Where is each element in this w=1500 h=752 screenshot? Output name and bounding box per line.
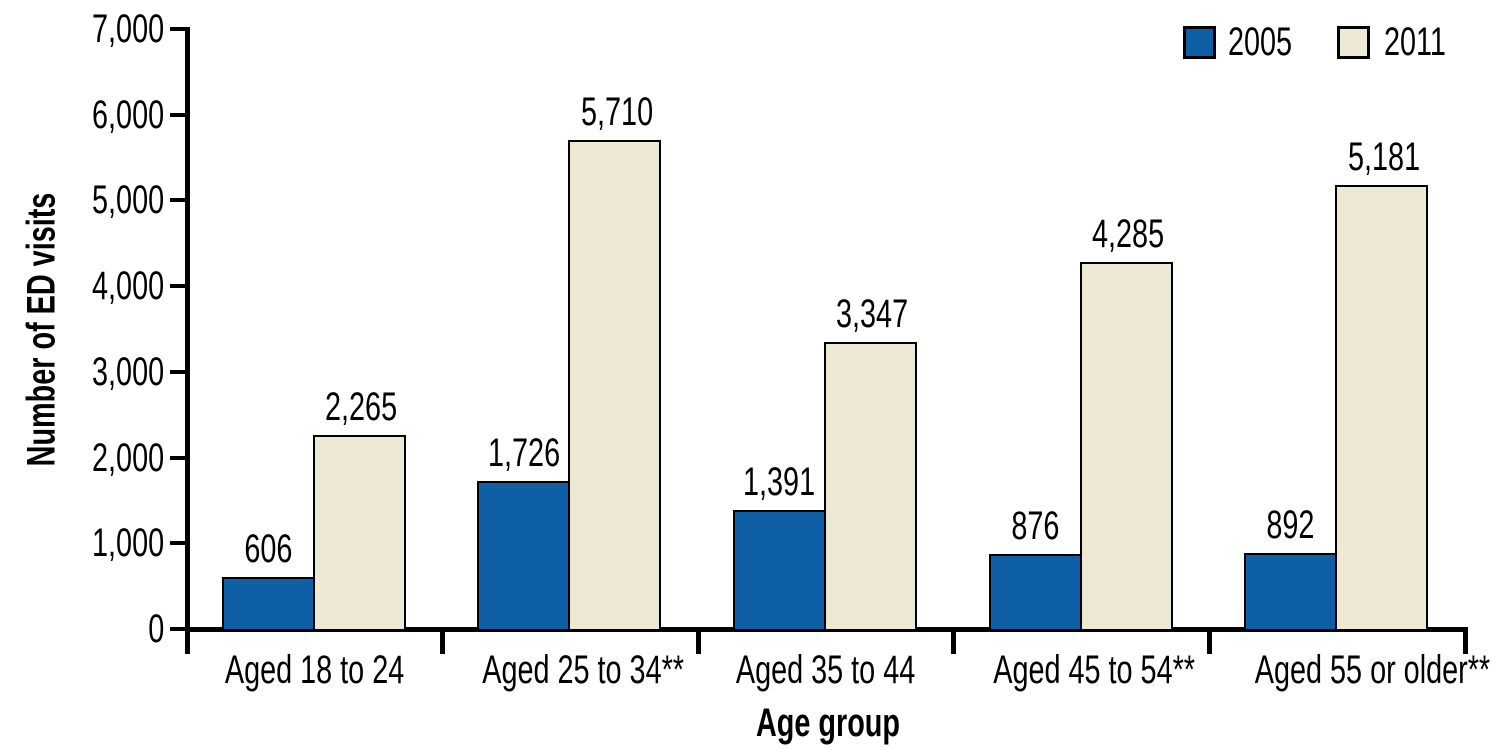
x-axis-title-text: Age group (755, 701, 900, 745)
legend-label-2011: 2011 (1384, 20, 1446, 64)
bar-2005-aged-35-to-44 (733, 510, 826, 631)
bar-value-label: 5,181 (1347, 135, 1420, 179)
x-tick (951, 627, 957, 654)
bar-value-label: 606 (244, 527, 293, 571)
bar-value-label: 4,285 (1092, 212, 1165, 256)
bar-2011-aged-55-or-older- (1335, 185, 1429, 631)
y-tick (170, 369, 185, 374)
x-tick (440, 627, 446, 654)
category-label: Aged 18 to 24 (225, 648, 405, 692)
bar-2011-aged-35-to-44 (824, 342, 917, 631)
y-tick-label: 3,000 (91, 349, 164, 394)
y-tick (170, 27, 185, 31)
x-axis-title: Age group (190, 703, 1465, 743)
bar-2005-aged-45-to-54- (988, 554, 1082, 631)
category-label: Aged 45 to 54** (993, 648, 1195, 692)
x-tick (184, 627, 190, 654)
y-tick (170, 541, 185, 546)
y-tick (170, 455, 185, 460)
bar-2011-aged-25-to-34- (568, 140, 662, 631)
bar-2005-aged-18-to-24 (221, 577, 315, 631)
y-tick (170, 627, 185, 631)
y-tick-label: 0 (147, 607, 164, 651)
category-label: Aged 35 to 44 (736, 648, 916, 692)
y-tick-label: 7,000 (91, 7, 164, 51)
bar-value-label: 5,710 (580, 90, 653, 134)
bar-value-label: 2,265 (325, 385, 398, 429)
y-tick-label: 4,000 (91, 264, 164, 309)
bar-value-label: 1,726 (487, 431, 560, 475)
y-tick (170, 284, 185, 289)
bar-2011-aged-45-to-54- (1079, 262, 1173, 631)
bar-2005-aged-25-to-34- (477, 481, 571, 631)
bar-value-label: 876 (1011, 504, 1060, 548)
y-tick-label: 5,000 (91, 178, 164, 223)
bar-2011-aged-18-to-24 (312, 435, 406, 631)
y-tick (170, 198, 185, 203)
x-tick (695, 627, 701, 654)
y-tick (170, 112, 185, 117)
legend-label-2005: 2005 (1228, 20, 1293, 64)
bar-value-label: 892 (1266, 503, 1315, 547)
legend-swatch-2005 (1183, 26, 1216, 59)
y-tick-label: 1,000 (91, 521, 164, 566)
x-tick (1206, 627, 1212, 654)
y-axis-title-text: Number of ED visits (19, 192, 64, 466)
legend-swatch-2011 (1337, 26, 1370, 59)
bar-value-label: 3,347 (836, 292, 909, 336)
x-tick (1462, 627, 1468, 654)
y-axis-line (185, 27, 190, 632)
bar-2005-aged-55-or-older- (1244, 553, 1338, 631)
category-label: Aged 25 to 34** (481, 648, 684, 692)
y-tick-label: 2,000 (91, 435, 164, 480)
bar-value-label: 1,391 (743, 460, 816, 504)
y-tick-label: 6,000 (91, 92, 164, 137)
category-label: Aged 55 or older** (1255, 648, 1491, 692)
